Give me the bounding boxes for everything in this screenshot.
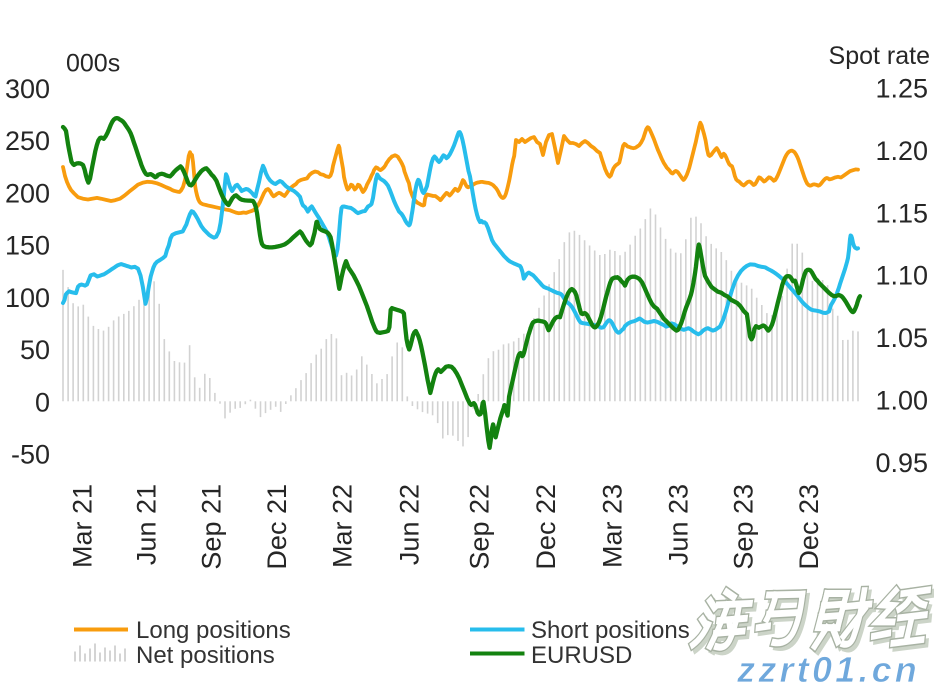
svg-text:Jun 23: Jun 23 xyxy=(664,484,694,565)
svg-text:1.10: 1.10 xyxy=(875,261,928,291)
svg-text:1.20: 1.20 xyxy=(875,136,928,166)
svg-text:250: 250 xyxy=(5,126,50,156)
svg-text:50: 50 xyxy=(20,335,50,365)
svg-text:0: 0 xyxy=(35,387,50,417)
svg-text:Sep 21: Sep 21 xyxy=(197,484,227,570)
svg-text:Dec 22: Dec 22 xyxy=(531,484,561,570)
svg-text:Long positions: Long positions xyxy=(136,617,291,644)
svg-text:Net positions: Net positions xyxy=(136,642,275,669)
svg-text:200: 200 xyxy=(5,178,50,208)
svg-text:0.95: 0.95 xyxy=(875,448,928,478)
svg-text:Short positions: Short positions xyxy=(531,617,690,644)
svg-text:Sep 23: Sep 23 xyxy=(729,484,759,570)
svg-text:EURUSD: EURUSD xyxy=(531,642,632,669)
svg-text:100: 100 xyxy=(5,283,50,313)
svg-text:Dec 23: Dec 23 xyxy=(794,484,824,570)
svg-text:Spot rate: Spot rate xyxy=(829,42,930,70)
svg-text:Mar 23: Mar 23 xyxy=(598,484,628,568)
svg-text:Dec 21: Dec 21 xyxy=(262,484,292,570)
svg-text:Jun 22: Jun 22 xyxy=(395,484,425,565)
svg-text:1.25: 1.25 xyxy=(875,74,928,104)
svg-text:1.05: 1.05 xyxy=(875,323,928,353)
svg-text:Jun 21: Jun 21 xyxy=(132,484,162,565)
svg-text:1.00: 1.00 xyxy=(875,386,928,416)
svg-text:Mar 21: Mar 21 xyxy=(68,484,98,568)
svg-text:150: 150 xyxy=(5,231,50,261)
svg-text:Sep 22: Sep 22 xyxy=(465,484,495,570)
svg-text:Mar 22: Mar 22 xyxy=(328,484,358,568)
svg-text:-50: -50 xyxy=(11,440,50,470)
svg-text:1.15: 1.15 xyxy=(875,198,928,228)
svg-text:300: 300 xyxy=(5,74,50,104)
svg-text:000s: 000s xyxy=(66,50,120,78)
svg-text:zzrt01.cn: zzrt01.cn xyxy=(736,649,920,683)
